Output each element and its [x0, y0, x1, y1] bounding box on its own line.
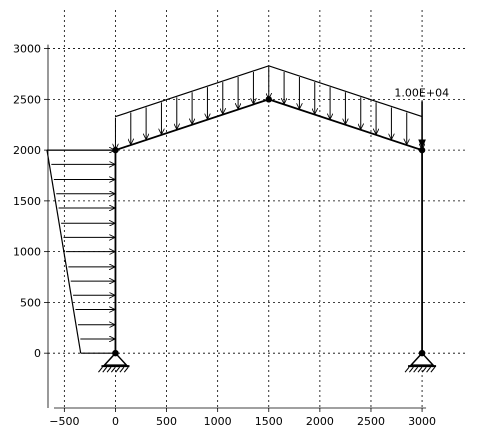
support-hatch	[430, 366, 436, 373]
support-hatch	[421, 366, 427, 373]
frame-node	[418, 146, 426, 154]
pinned-support	[98, 349, 130, 373]
support-pin	[112, 349, 119, 357]
y-tick-label: 500	[20, 296, 41, 309]
x-tick-label: 500	[156, 415, 177, 428]
y-tick-label: 3000	[13, 43, 41, 56]
support-hatch	[413, 366, 419, 373]
support-hatch	[110, 366, 116, 373]
y-tick-label: 1500	[13, 195, 41, 208]
y-tick-label: 2500	[13, 93, 41, 106]
pinned-support	[404, 349, 437, 373]
support-pin	[418, 349, 426, 357]
support-hatch	[119, 366, 125, 373]
support-hatch	[408, 366, 414, 373]
label-layer: 1.00E+04	[394, 86, 449, 99]
y-tick-label: 0	[34, 347, 41, 360]
x-tick-label: 1500	[255, 415, 283, 428]
support-hatch	[417, 366, 423, 373]
frame-layer	[98, 96, 437, 373]
support-hatch	[102, 366, 108, 373]
frame-node	[112, 146, 119, 154]
x-tick-label: 1000	[204, 415, 232, 428]
support-hatch	[123, 366, 129, 373]
y-tick-label: 2000	[13, 144, 41, 157]
x-tick-label: 2500	[357, 415, 385, 428]
support-hatch	[404, 366, 410, 373]
support-hatch	[106, 366, 112, 373]
x-tick-label: 2000	[306, 415, 334, 428]
load-layer	[46, 65, 426, 354]
y-tick-label: 1000	[13, 246, 41, 259]
x-tick-label: 3000	[408, 415, 436, 428]
support-hatch	[115, 366, 121, 373]
wall-load-envelope	[46, 150, 82, 354]
support-hatch	[426, 366, 432, 373]
x-tick-label: −500	[49, 415, 79, 428]
support-hatch	[98, 366, 103, 373]
roof-load-envelope	[115, 65, 423, 118]
point-load-label: 1.00E+04	[394, 86, 449, 99]
frame-node	[265, 96, 272, 103]
x-tick-label: 0	[112, 415, 119, 428]
axes-layer: −500 0 500 1000 1500 2000 2500 3000 0 500 1000 1500…	[13, 43, 436, 428]
